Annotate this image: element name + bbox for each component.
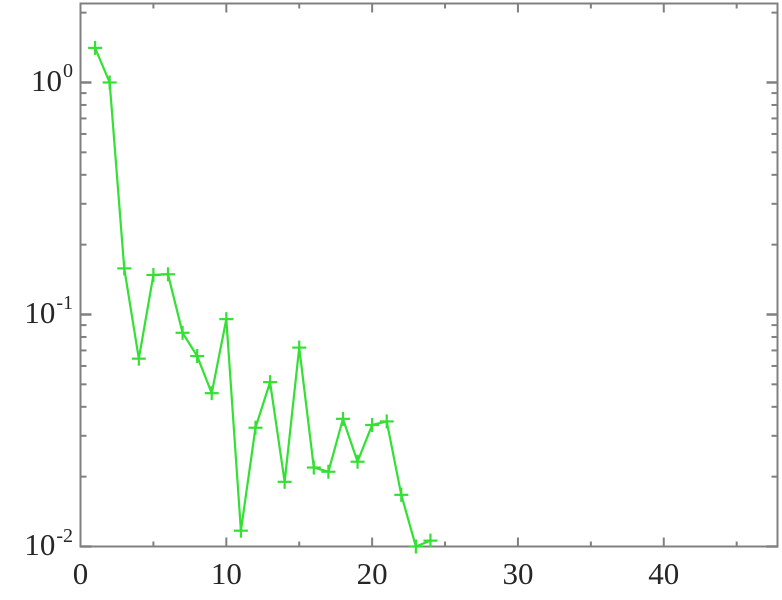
data-point-marker bbox=[131, 351, 146, 366]
ytick-label-1e-1: 10-1 bbox=[0, 292, 73, 330]
data-series bbox=[88, 40, 438, 554]
data-point-marker bbox=[292, 340, 307, 355]
data-point-marker bbox=[248, 420, 263, 435]
data-point-marker bbox=[394, 487, 409, 502]
ytick-label-1e-2: 10-2 bbox=[0, 524, 73, 563]
data-point-marker bbox=[335, 411, 350, 426]
data-point-marker bbox=[423, 533, 438, 548]
axis-ticks bbox=[79, 3, 778, 548]
data-point-marker bbox=[175, 325, 190, 340]
data-point-marker bbox=[117, 261, 132, 276]
xtick-label-10: 10 bbox=[210, 556, 242, 591]
data-point-marker bbox=[350, 454, 365, 469]
ytick-mantissa: 10 bbox=[31, 62, 62, 98]
data-point-marker bbox=[146, 267, 161, 282]
axes-box bbox=[79, 2, 779, 548]
ytick-exponent: -2 bbox=[56, 524, 73, 547]
data-point-marker bbox=[306, 460, 321, 475]
ytick-mantissa: 10 bbox=[24, 526, 56, 562]
xtick-label-30: 30 bbox=[502, 556, 534, 591]
xtick-label-40: 40 bbox=[648, 556, 680, 591]
data-point-marker bbox=[408, 539, 423, 554]
data-point-marker bbox=[160, 267, 175, 282]
series-line bbox=[94, 47, 431, 548]
xtick-label-20: 20 bbox=[356, 556, 388, 591]
data-point-marker bbox=[204, 386, 219, 401]
data-point-marker bbox=[219, 312, 234, 327]
data-point-marker bbox=[277, 474, 292, 489]
data-point-marker bbox=[263, 375, 278, 390]
data-point-marker bbox=[233, 523, 248, 538]
data-point-marker bbox=[365, 417, 380, 432]
data-point-marker bbox=[379, 414, 394, 429]
data-point-marker bbox=[321, 464, 336, 479]
data-point-marker bbox=[102, 75, 117, 90]
ytick-exponent: -1 bbox=[56, 292, 73, 315]
ytick-mantissa: 10 bbox=[24, 294, 56, 330]
xtick-label-0: 0 bbox=[72, 556, 89, 591]
ytick-label-1e0: 100 bbox=[0, 60, 73, 98]
ytick-exponent: 0 bbox=[63, 60, 73, 83]
data-point-marker bbox=[88, 40, 103, 55]
data-point-marker bbox=[190, 349, 205, 364]
